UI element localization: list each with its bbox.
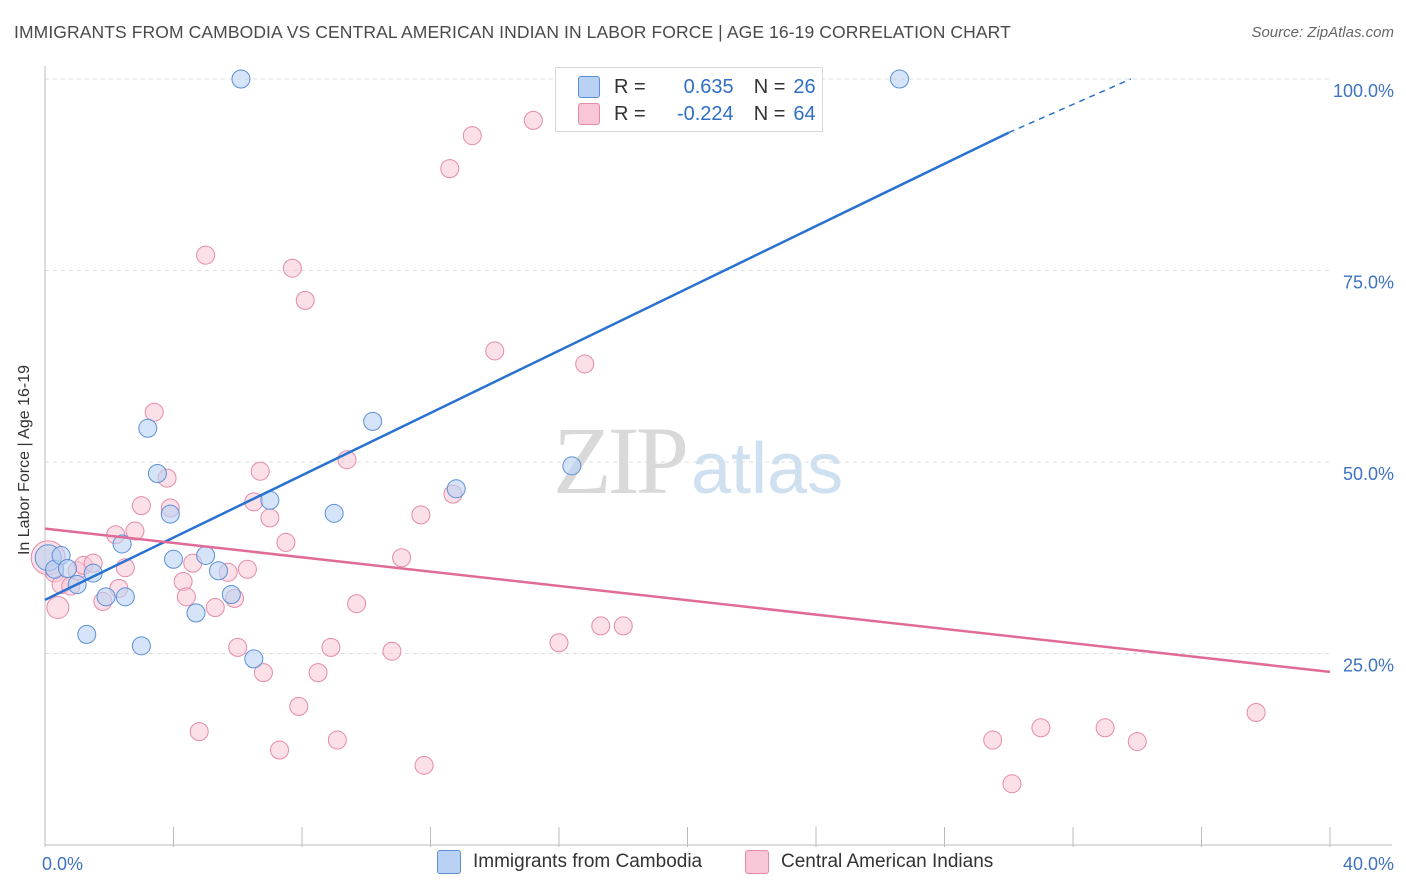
legend-n-label: N = — [753, 102, 786, 125]
point-central-american — [392, 548, 412, 568]
point-cambodia — [208, 561, 228, 581]
point-central-american — [276, 532, 296, 552]
point-cambodia — [231, 69, 251, 89]
legend-row-central-american: R = -0.224 N = 64 — [578, 101, 816, 127]
point-central-american — [414, 755, 434, 775]
point-central-american — [289, 696, 309, 716]
point-central-american — [382, 641, 402, 661]
point-cambodia — [186, 603, 206, 623]
legend-n-value: 64 — [793, 102, 816, 125]
point-cambodia — [221, 585, 241, 605]
point-central-american — [1002, 774, 1022, 794]
series-legend-central-american[interactable]: Central American Indians — [745, 850, 993, 874]
point-central-american — [523, 110, 543, 130]
point-central-american — [205, 598, 225, 618]
point-central-american — [591, 616, 611, 636]
legend-swatch-blue — [578, 76, 600, 98]
legend-n-label: N = — [753, 75, 786, 98]
point-central-american — [125, 521, 145, 541]
legend-r-label: R = — [614, 102, 646, 125]
point-cambodia — [363, 411, 383, 431]
legend-r-value: 0.635 — [683, 75, 734, 98]
point-central-american — [549, 633, 569, 653]
y-tick-label: 50.0% — [1343, 464, 1394, 484]
trend-line-central-american — [44, 527, 1331, 674]
point-cambodia — [96, 587, 116, 607]
point-central-american — [189, 722, 209, 742]
point-cambodia — [562, 456, 582, 476]
point-central-american — [173, 571, 193, 591]
point-central-american — [196, 245, 216, 265]
y-tick-label: 100.0% — [1333, 81, 1394, 101]
point-central-american — [327, 730, 347, 750]
point-central-american — [282, 258, 302, 278]
point-central-american — [347, 594, 367, 614]
point-cambodia — [131, 636, 151, 656]
chart-title: IMMIGRANTS FROM CAMBODIA VS CENTRAL AMER… — [14, 22, 1011, 42]
trend-line-cambodia — [44, 131, 1010, 602]
legend-r-label: R = — [614, 75, 646, 98]
point-central-american — [237, 559, 257, 579]
point-cambodia — [324, 503, 344, 523]
point-cambodia — [196, 545, 216, 565]
point-central-american — [253, 663, 273, 683]
point-cambodia — [138, 418, 158, 438]
point-central-american — [295, 290, 315, 310]
point-central-american — [144, 402, 164, 422]
point-central-american — [176, 587, 196, 607]
point-central-american — [575, 354, 595, 374]
x-tick-label: 40.0% — [1343, 854, 1394, 874]
source-label[interactable]: Source: ZipAtlas.com — [1251, 24, 1394, 41]
point-central-american — [250, 461, 270, 481]
point-central-american — [1127, 732, 1147, 752]
point-central-american — [308, 663, 328, 683]
point-cambodia — [77, 624, 97, 644]
point-cambodia — [115, 587, 135, 607]
legend-n-value: 26 — [793, 75, 816, 98]
point-central-american — [411, 505, 431, 525]
watermark-atlas: atlas — [691, 429, 844, 509]
point-central-american — [270, 740, 290, 760]
series-label-central-american: Central American Indians — [781, 851, 994, 872]
legend-swatch-pink — [578, 103, 600, 125]
point-cambodia — [112, 534, 132, 554]
point-cambodia — [890, 69, 910, 89]
correlation-legend: R = 0.635 N = 26 R = -0.224 N = 64 — [555, 67, 823, 132]
x-tick-label: 0.0% — [42, 854, 83, 874]
y-tick-label: 75.0% — [1343, 273, 1394, 293]
point-central-american — [1246, 702, 1266, 722]
point-central-american — [983, 730, 1003, 750]
point-cambodia — [244, 649, 264, 669]
point-central-american — [1095, 718, 1115, 738]
point-central-american — [440, 159, 460, 179]
series-swatch-pink — [745, 850, 769, 874]
point-central-american — [613, 616, 633, 636]
point-central-american — [462, 126, 482, 146]
point-central-american — [228, 637, 248, 657]
point-central-american — [131, 496, 151, 516]
point-central-american — [321, 637, 341, 657]
point-cambodia — [147, 463, 167, 483]
point-cambodia — [164, 549, 183, 569]
series-legend-cambodia[interactable]: Immigrants from Cambodia — [437, 850, 702, 874]
point-central-american — [260, 508, 280, 528]
point-central-american — [485, 341, 505, 361]
point-central-american — [46, 596, 70, 620]
series-legend: Immigrants from Cambodia Central America… — [0, 850, 1406, 878]
legend-r-value: -0.224 — [676, 102, 734, 125]
point-cambodia — [446, 479, 466, 499]
point-central-american — [1031, 718, 1051, 738]
trend-line-cambodia-extension — [1008, 78, 1132, 134]
y-tick-label: 25.0% — [1343, 656, 1394, 676]
point-cambodia — [160, 504, 180, 524]
series-swatch-blue — [437, 850, 461, 874]
y-axis-label: In Labor Force | Age 16-19 — [16, 364, 33, 556]
series-label-cambodia: Immigrants from Cambodia — [473, 851, 703, 872]
legend-row-cambodia: R = 0.635 N = 26 — [578, 74, 816, 100]
point-cambodia — [57, 558, 77, 578]
